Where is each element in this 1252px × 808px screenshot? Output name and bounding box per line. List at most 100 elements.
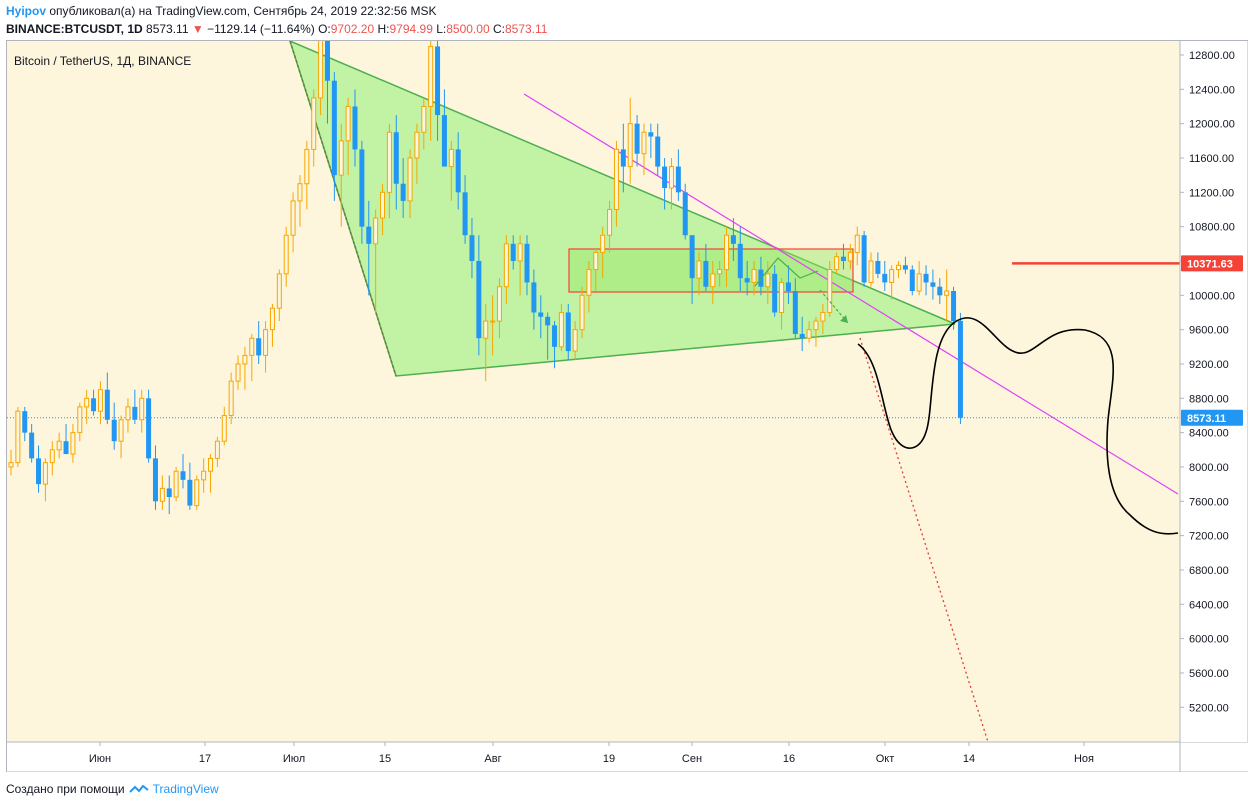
- candle: [194, 475, 200, 510]
- candle: [896, 260, 902, 279]
- candle: [139, 389, 145, 433]
- y-tick-label: 5200.00: [1189, 702, 1229, 714]
- y-tick-label: 7200.00: [1189, 531, 1229, 543]
- candle-body: [221, 414, 227, 442]
- x-tick-label: Ноя: [1074, 753, 1094, 765]
- candle-body: [607, 208, 613, 236]
- candle-body: [689, 235, 695, 279]
- candle-body: [785, 282, 791, 292]
- candle: [91, 389, 97, 416]
- candle-body: [552, 325, 558, 347]
- candle-body: [957, 320, 963, 418]
- candle-body: [634, 123, 640, 154]
- candle: [593, 248, 599, 292]
- x-tick-label: 14: [963, 753, 975, 765]
- candle-body: [937, 286, 943, 296]
- candle: [180, 454, 186, 489]
- candle-body: [538, 312, 544, 317]
- candle-body: [944, 290, 950, 296]
- published-text: опубликовал(а) на TradingView.com, Сентя…: [49, 4, 437, 18]
- y-tick-label: 7600.00: [1189, 496, 1229, 508]
- candle-body: [930, 282, 936, 287]
- candle: [338, 123, 344, 227]
- down-arrow-icon: ▼: [191, 22, 204, 36]
- candle: [304, 140, 310, 210]
- candle: [483, 303, 489, 382]
- candle-body: [125, 406, 131, 421]
- candle-body: [662, 166, 668, 189]
- candle-body: [531, 282, 537, 313]
- candle: [297, 175, 303, 227]
- candle: [696, 252, 702, 296]
- y-tick-label: 11600.00: [1189, 153, 1234, 165]
- y-tick-label: 10000.00: [1189, 290, 1235, 302]
- low-value: 8500.00: [446, 22, 490, 36]
- candle: [166, 475, 172, 515]
- x-tick-label: Авг: [484, 753, 501, 765]
- footer-brand[interactable]: TradingView: [152, 782, 219, 796]
- candle-body: [655, 136, 661, 167]
- candle-body: [600, 234, 606, 253]
- candle: [717, 260, 723, 287]
- candle-body: [710, 273, 716, 288]
- candle: [152, 445, 158, 510]
- candle-body: [97, 389, 103, 412]
- candle: [29, 424, 35, 463]
- candle-body: [324, 41, 330, 81]
- close-label: C:: [492, 22, 505, 36]
- candle: [435, 41, 441, 141]
- candle-body: [448, 148, 454, 168]
- candle: [675, 149, 681, 201]
- candle: [118, 415, 124, 459]
- candle: [22, 406, 28, 442]
- candle-body: [476, 260, 482, 339]
- candle-body: [469, 235, 475, 261]
- author-name[interactable]: Hyipov: [6, 4, 47, 18]
- candle: [806, 321, 812, 343]
- candle-body: [208, 457, 214, 472]
- candle-body: [29, 432, 35, 459]
- candle: [613, 140, 619, 227]
- candle: [902, 256, 908, 274]
- x-tick-label: Сен: [682, 753, 702, 765]
- candle-body: [668, 166, 674, 189]
- candle-body: [613, 148, 619, 210]
- y-tick-label: 6800.00: [1189, 565, 1229, 577]
- candle-body: [751, 269, 757, 283]
- candle: [414, 123, 420, 184]
- candle-body: [352, 106, 358, 150]
- close-value: 8573.11: [504, 22, 548, 36]
- candle: [517, 235, 523, 296]
- candle-body: [366, 226, 372, 244]
- footer: Создано при помощи TradingView: [6, 782, 219, 796]
- candle-body: [558, 311, 564, 348]
- candle: [930, 269, 936, 300]
- candle: [111, 402, 117, 450]
- candle-body: [428, 45, 434, 107]
- candle-body: [627, 123, 633, 168]
- candle-body: [249, 337, 255, 356]
- candle-body: [290, 200, 296, 236]
- candle: [957, 312, 963, 425]
- candle: [448, 140, 454, 201]
- candle: [751, 260, 757, 296]
- candle: [201, 458, 207, 493]
- y-tick-label: 9200.00: [1189, 359, 1229, 371]
- candle-body: [56, 440, 62, 451]
- candle: [840, 243, 846, 270]
- candle: [311, 89, 317, 167]
- candle-body: [951, 291, 957, 322]
- candle-body: [256, 338, 262, 356]
- candle-body: [338, 140, 344, 176]
- candle-body: [737, 243, 743, 279]
- candle: [256, 321, 262, 364]
- candle-body: [63, 441, 69, 455]
- candle-body: [744, 278, 750, 283]
- candle-body: [435, 46, 441, 116]
- symbol-info: BINANCE:BTCUSDT, 1D 8573.11 ▼ −1129.14 (…: [6, 22, 547, 36]
- candle-body: [620, 149, 626, 167]
- candle-body: [847, 251, 853, 262]
- x-tick-label: Июл: [283, 753, 305, 765]
- candle-body: [297, 183, 303, 202]
